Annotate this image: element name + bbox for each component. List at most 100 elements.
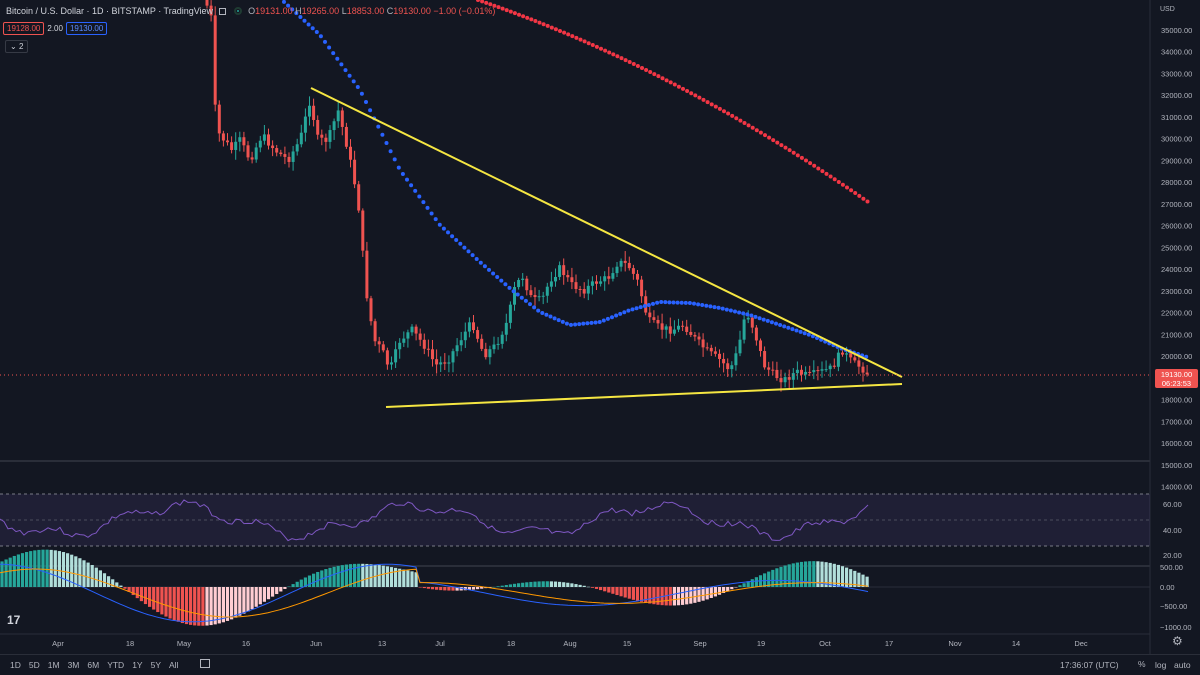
utc-clock[interactable]: 17:36:07 (UTC)	[1060, 660, 1119, 670]
macd-hist-bar	[82, 560, 86, 587]
lower-trendline[interactable]	[385, 383, 903, 408]
macd-hist-bar	[701, 587, 705, 601]
auto-scale-button[interactable]: auto	[1174, 660, 1191, 670]
range-button[interactable]: YTD	[107, 660, 125, 670]
ma-slow-dot	[558, 28, 562, 33]
ma-slow-dot	[775, 140, 780, 145]
ma-fast-dot	[806, 332, 811, 337]
range-button[interactable]: 5D	[28, 660, 40, 670]
ma-fast-dot	[622, 310, 627, 315]
hide-legend-icon[interactable]	[219, 7, 227, 15]
time-axis[interactable]: Apr 18 May 16 Jun 13 Jul 18 Aug 15 Sep 19 Oct 17 Nov 14…	[52, 639, 1088, 648]
ma-fast-dot	[733, 309, 737, 314]
macd-hist-bar	[369, 564, 373, 587]
calendar-icon[interactable]	[200, 659, 210, 668]
range-button[interactable]: All	[169, 660, 179, 670]
ma-fast-dot	[663, 300, 668, 305]
macd-hist-bar	[312, 573, 316, 587]
price-tick-label: 20000.00	[1161, 352, 1192, 361]
macd-hist-bar	[730, 587, 734, 590]
ma-fast-dot	[466, 249, 471, 254]
macd-hist-bar	[500, 585, 504, 587]
candle-body	[373, 321, 377, 342]
candlestick-series	[205, 0, 869, 392]
macd-hist-bar	[553, 581, 558, 587]
candle-body	[459, 340, 463, 346]
candle-body	[623, 260, 627, 263]
ma-fast-dot	[634, 306, 639, 311]
ma-fast-dot	[314, 30, 319, 35]
ma-slow-dot	[500, 6, 505, 11]
rsi-tick-label: 60.00	[1163, 500, 1182, 509]
macd-hist-bar	[607, 587, 611, 593]
macd-hist-bar	[795, 562, 799, 587]
macd-hist-bar	[734, 587, 738, 588]
macd-hist-bar	[275, 587, 279, 595]
ma-fast-dot	[487, 267, 491, 272]
macd-hist-bar	[517, 583, 521, 587]
symbol-title[interactable]: Bitcoin / U.S. Dollar · 1D · BITSTAMP · …	[6, 6, 214, 16]
macd-hist-bar	[164, 587, 168, 617]
macd-hist-bar	[373, 564, 377, 587]
ma-fast-dot	[286, 3, 291, 8]
macd-hist-bar	[410, 571, 414, 587]
ma-fast-dot	[687, 300, 692, 305]
price-tick-label: 28000.00	[1161, 178, 1192, 187]
candle-body	[656, 319, 660, 324]
ma-fast-dot	[491, 271, 496, 276]
candle-body	[517, 280, 521, 288]
macd-hist-bar	[328, 567, 332, 587]
indicators-collapse-button[interactable]: ⌄ 2	[5, 40, 29, 53]
candle-body	[271, 145, 275, 149]
macd-axis[interactable]: 500.00 0.00 −500.00 −1000.00	[1160, 563, 1192, 632]
ma-fast-dot	[384, 141, 389, 145]
candle-body	[648, 312, 652, 318]
ma-slow-dot	[492, 3, 497, 8]
macd-hist-bar	[299, 579, 303, 587]
macd-hist-bar	[849, 569, 853, 587]
ma-fast-dot	[474, 256, 479, 261]
ma-fast-dot	[298, 14, 303, 19]
price-axis[interactable]: USD 35000.00 34000.00 33000.00 32000.00 31000…	[1160, 6, 1192, 492]
log-scale-button[interactable]: log	[1155, 660, 1167, 670]
macd-hist-bar	[648, 587, 652, 604]
ma-fast-dot	[720, 306, 725, 311]
percent-scale-button[interactable]: %	[1138, 659, 1146, 669]
macd-hist-bar	[90, 565, 94, 587]
macd-hist-bar	[94, 567, 98, 587]
ma-slow-dot	[685, 89, 690, 94]
ma-fast-dot	[794, 328, 799, 333]
price-tick-label: 16000.00	[1161, 439, 1192, 448]
ma-slow-dot	[832, 177, 837, 182]
macd-hist-bar	[213, 587, 217, 625]
ma-fast-dot	[454, 237, 459, 242]
tradingview-logo-icon[interactable]: 17	[7, 613, 21, 627]
ma-fast-dot	[405, 177, 409, 182]
macd-hist-bar	[812, 561, 816, 587]
upper-trendline[interactable]	[310, 87, 903, 378]
range-button[interactable]: 5Y	[150, 660, 161, 670]
ma-fast-dot	[478, 260, 483, 265]
time-tick-label: Sep	[693, 639, 706, 648]
candle-body	[369, 298, 373, 322]
candle-body	[394, 349, 398, 363]
market-status-icon[interactable]	[234, 7, 243, 15]
macd-hist-bar	[180, 587, 184, 624]
candle-body	[808, 371, 812, 373]
ma-slow-dot	[763, 133, 767, 138]
rsi-axis[interactable]: 60.00 40.00 20.00	[1163, 500, 1182, 560]
range-button[interactable]: 6M	[87, 660, 100, 670]
candle-body	[209, 5, 213, 16]
candle-body	[570, 277, 574, 283]
range-button[interactable]: 1M	[47, 660, 60, 670]
range-button[interactable]: 1D	[10, 660, 21, 670]
candle-body	[767, 367, 771, 370]
range-button[interactable]: 1Y	[132, 660, 143, 670]
gear-icon[interactable]: ⚙	[1172, 634, 1183, 648]
macd-hist-bar	[324, 569, 328, 587]
candle-body	[771, 369, 775, 371]
ma-fast-dot	[749, 313, 754, 318]
range-button[interactable]: 3M	[67, 660, 80, 670]
ma-slow-dot	[857, 193, 862, 198]
